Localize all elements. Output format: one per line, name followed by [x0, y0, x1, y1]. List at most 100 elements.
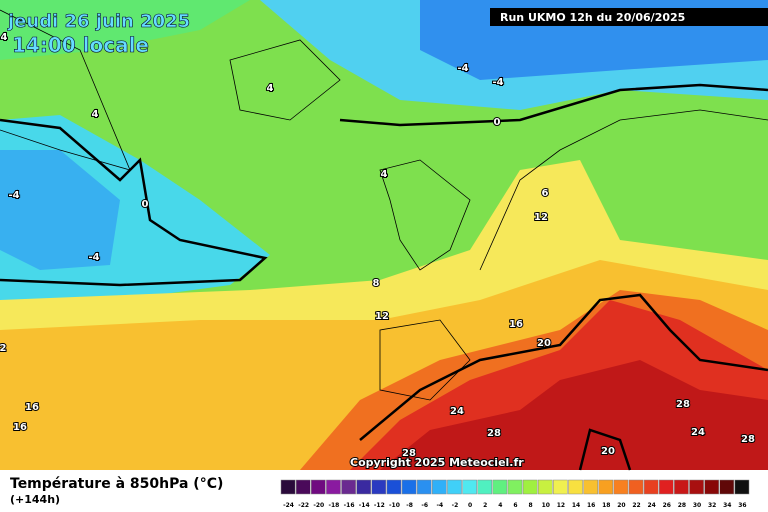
contour-label: 28 — [402, 448, 416, 459]
legend-tick: 2 — [483, 502, 487, 509]
contour-label: 8 — [373, 278, 380, 289]
contour-label: 4 — [1, 32, 8, 43]
legend-tick: -14 — [359, 502, 370, 509]
contour-label: 12 — [534, 212, 548, 223]
contour-label: 0 — [494, 117, 501, 128]
legend-swatch — [537, 479, 553, 495]
legend-swatch — [432, 479, 447, 495]
mild-area — [0, 0, 250, 60]
hot-core — [380, 360, 768, 470]
coast — [229, 39, 341, 121]
time: 14:00 locale — [12, 33, 149, 57]
legend-swatch — [583, 479, 598, 495]
legend-swatch — [371, 479, 387, 495]
legend-swatch — [719, 479, 735, 495]
coast — [379, 159, 471, 271]
contours — [0, 83, 768, 471]
legend-swatch — [568, 479, 583, 495]
legend-swatch — [341, 479, 356, 495]
copyright: Copyright 2025 Meteociel.fr — [350, 456, 524, 469]
legend-swatch — [507, 479, 523, 495]
legend-swatch — [280, 479, 296, 495]
legend-tick: 0 — [468, 502, 472, 509]
legend-tick: -18 — [329, 502, 340, 509]
legend-swatch — [477, 479, 493, 495]
contour-label: -4 — [8, 190, 19, 201]
legend-swatch — [674, 479, 689, 495]
legend-swatch — [416, 479, 432, 495]
legend-swatch — [401, 479, 417, 495]
legend-tick: 16 — [587, 502, 595, 509]
footer-title: Température à 850hPa (°C) — [10, 476, 223, 492]
contour-label: 12 — [375, 311, 389, 322]
legend-swatch — [295, 479, 311, 495]
legend-tick: 8 — [529, 502, 533, 509]
contour — [0, 118, 268, 287]
legend-tick: 36 — [738, 502, 746, 509]
legend-tick: -12 — [374, 502, 385, 509]
legend-swatch — [628, 479, 644, 495]
legend-tick: -8 — [406, 502, 413, 509]
legend-tick: 6 — [513, 502, 517, 509]
legend-tick: 22 — [632, 502, 640, 509]
legend-swatch — [386, 479, 402, 495]
legend-swatch — [356, 479, 372, 495]
contour-label: 20 — [537, 338, 551, 349]
legend-swatch — [522, 479, 538, 495]
legend-swatch — [734, 479, 750, 495]
contour-label: -4 — [492, 77, 503, 88]
contour-label: 4 — [381, 169, 388, 180]
legend-swatch — [704, 479, 719, 495]
legend-swatch — [658, 479, 674, 495]
coast — [379, 319, 471, 401]
contour-label: 20 — [601, 446, 615, 457]
legend-swatch — [598, 479, 614, 495]
contour — [359, 293, 768, 441]
legend-tick: 24 — [647, 502, 655, 509]
legend-swatch — [311, 479, 326, 495]
run-box — [490, 8, 768, 26]
contour — [339, 83, 768, 127]
lead-time: (+144h) — [10, 493, 60, 506]
legend-swatch — [643, 479, 659, 495]
legend-tick: 30 — [693, 502, 701, 509]
run-info: Run UKMO 12h du 20/06/2025 — [500, 11, 685, 24]
legend-swatch — [447, 479, 462, 495]
legend-tick: -20 — [313, 502, 324, 509]
legend-tick: 14 — [572, 502, 580, 509]
contour-label: 24 — [450, 406, 464, 417]
legend-tick: 32 — [708, 502, 716, 509]
legend-tick: -10 — [389, 502, 400, 509]
legend-swatch — [462, 479, 477, 495]
cold-core — [0, 150, 120, 270]
legend-tick: -24 — [283, 502, 294, 509]
legend-swatch — [613, 479, 629, 495]
legend-tick: 34 — [723, 502, 731, 509]
legend-tick: -6 — [421, 502, 428, 509]
contour-label: 6 — [542, 188, 549, 199]
legend-tick: 18 — [602, 502, 610, 509]
legend-tick: 4 — [498, 502, 502, 509]
legend-tick: 20 — [617, 502, 625, 509]
legend-tick: -2 — [452, 502, 459, 509]
date: jeudi 26 juin 2025 — [7, 11, 190, 32]
contour-label: 24 — [691, 427, 705, 438]
legend-tick: -4 — [437, 502, 444, 509]
legend-tick: -22 — [298, 502, 309, 509]
contour-label: 16 — [509, 319, 523, 330]
contour-label: -4 — [457, 63, 468, 74]
legend-tick: 10 — [542, 502, 550, 509]
legend-tick: 28 — [678, 502, 686, 509]
legend-swatch — [553, 479, 568, 495]
contour-labels: 4 4 -4 -4 4 0 4 -4 0 -4 6 12 8 12 16 20 2 16 16 24 28 28 24 28 2… — [0, 31, 756, 460]
contour-label: 16 — [25, 402, 39, 413]
contour-label: 4 — [92, 109, 99, 120]
contour-label: 16 — [13, 422, 27, 433]
legend-swatch — [492, 479, 508, 495]
color-legend: -24 -22 -20 -18 -16 -14 -12 -10 -8 -6 -4 -2 0 2 4 6 8 10 1… — [280, 479, 750, 509]
contour-label: 28 — [741, 434, 755, 445]
contour-label: 28 — [676, 399, 690, 410]
legend-tick: -16 — [344, 502, 355, 509]
contour-label: 2 — [0, 343, 7, 354]
